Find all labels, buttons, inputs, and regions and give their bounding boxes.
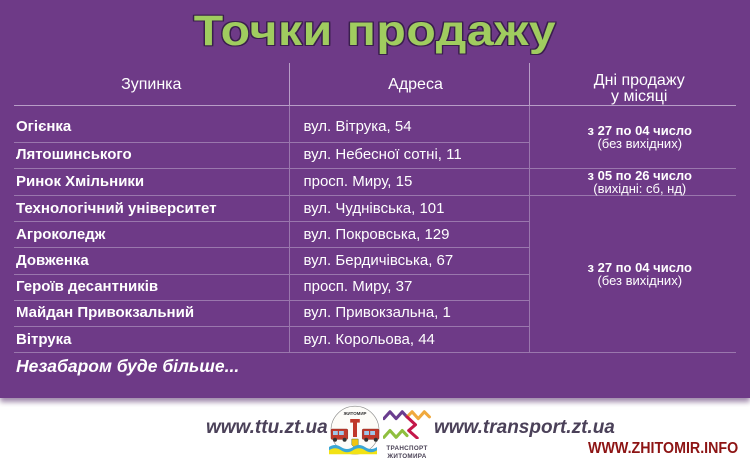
- svg-text:ЖИТОМИР: ЖИТОМИР: [343, 411, 367, 416]
